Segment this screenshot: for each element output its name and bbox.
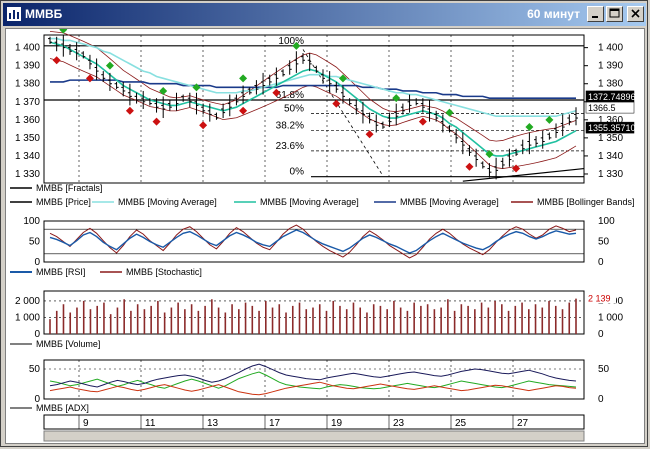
osc-y-tick-left: 50	[29, 237, 41, 248]
x-axis-label: 27	[517, 418, 529, 429]
price-y-tick-right: 1 390	[598, 61, 623, 72]
price-y-tick-left: 1 340	[15, 151, 40, 162]
price-y-tick-left: 1 330	[15, 169, 40, 180]
volume-y-tick-left: 1 000	[15, 312, 40, 323]
fibonacci-level-label: 38.2%	[276, 120, 304, 131]
price-y-tick-right: 1 330	[598, 169, 623, 180]
close-icon	[628, 7, 643, 21]
fibonacci-level-label: 23.6%	[276, 141, 304, 152]
price-y-tick-left: 1 390	[15, 61, 40, 72]
price-y-tick-right: 1 350	[598, 133, 623, 144]
legend-label: ММВБ [Fractals]	[36, 183, 102, 193]
adx-y-tick-right: 0	[598, 394, 604, 405]
last-value-label: 1355.35710	[588, 123, 636, 133]
window-title: ММВБ	[25, 7, 62, 21]
legend-label: ММВБ [Moving Average]	[400, 197, 499, 207]
volume-y-tick-right: 0	[598, 329, 604, 340]
adx-y-tick-left: 50	[29, 364, 41, 375]
last-value-label: 1372.74896	[588, 92, 636, 102]
legend-label: ММВБ [Moving Average]	[260, 197, 359, 207]
volume-y-tick-right: 1 000	[598, 312, 623, 323]
oscillator-panel-frame	[44, 221, 584, 262]
legend-label: ММВБ [Bollinger Bands]	[537, 197, 634, 207]
x-axis-label: 17	[269, 418, 281, 429]
adx-y-tick-right: 50	[598, 364, 610, 375]
chart-app-icon	[7, 7, 21, 21]
x-axis-label: 13	[207, 418, 219, 429]
x-axis-label: 11	[145, 418, 156, 429]
osc-y-tick-right: 0	[598, 257, 604, 268]
osc-y-tick-right: 100	[598, 216, 615, 227]
price-y-tick-left: 1 350	[15, 133, 40, 144]
maximize-button[interactable]	[606, 6, 623, 22]
price-y-tick-left: 1 380	[15, 79, 40, 90]
horizontal-scrollbar	[44, 431, 584, 441]
period-label: 60 минут	[527, 7, 580, 21]
osc-y-tick-right: 50	[598, 237, 610, 248]
minimize-icon	[588, 7, 603, 21]
minimize-button[interactable]	[587, 6, 604, 22]
close-button[interactable]	[627, 6, 644, 22]
last-value-label: 1366.5	[588, 103, 616, 113]
legend-label: ММВБ [Price]	[36, 197, 91, 207]
volume-panel-frame	[44, 291, 584, 334]
price-y-tick-right: 1 380	[598, 79, 623, 90]
x-axis-label: 23	[393, 418, 405, 429]
legend-label: ММВБ [ADX]	[36, 403, 89, 413]
legend-label: ММВБ [Stochastic]	[126, 267, 202, 277]
price-y-tick-left: 1 370	[15, 97, 40, 108]
legend-label: ММВБ [RSI]	[36, 267, 85, 277]
price-y-tick-left: 1 400	[15, 43, 40, 54]
fibonacci-level-label: 50%	[284, 104, 304, 115]
title-bar[interactable]: ММВБ 60 минут	[3, 3, 646, 26]
x-axis-label: 19	[331, 418, 343, 429]
x-axis-label: 9	[83, 418, 89, 429]
last-volume-label: 2 139	[588, 294, 611, 304]
x-axis-strip	[44, 415, 584, 429]
price-y-tick-right: 1 340	[598, 151, 623, 162]
legend-label: ММВБ [Volume]	[36, 339, 100, 349]
osc-y-tick-left: 100	[23, 216, 40, 227]
price-y-tick-left: 1 360	[15, 115, 40, 126]
legend-label: ММВБ [Moving Average]	[118, 197, 217, 207]
x-axis-label: 25	[455, 418, 467, 429]
fibonacci-level-label: 100%	[278, 36, 304, 47]
fibonacci-level-label: 0%	[290, 167, 305, 178]
volume-y-tick-left: 2 000	[15, 296, 40, 307]
price-y-tick-right: 1 400	[598, 43, 623, 54]
maximize-icon	[607, 7, 622, 21]
